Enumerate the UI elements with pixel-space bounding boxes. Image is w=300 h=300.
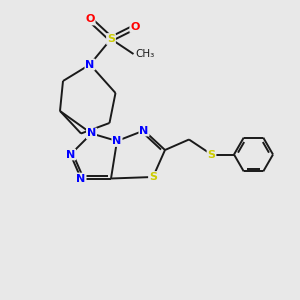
Text: N: N: [66, 149, 75, 160]
Text: N: N: [87, 128, 96, 139]
Text: S: S: [107, 34, 115, 44]
Text: CH₃: CH₃: [135, 49, 154, 59]
Text: S: S: [208, 149, 215, 160]
Text: N: N: [76, 173, 85, 184]
Text: O: O: [85, 14, 95, 25]
Text: O: O: [130, 22, 140, 32]
Text: N: N: [85, 59, 94, 70]
Text: N: N: [140, 125, 148, 136]
Text: S: S: [149, 172, 157, 182]
Text: N: N: [112, 136, 122, 146]
